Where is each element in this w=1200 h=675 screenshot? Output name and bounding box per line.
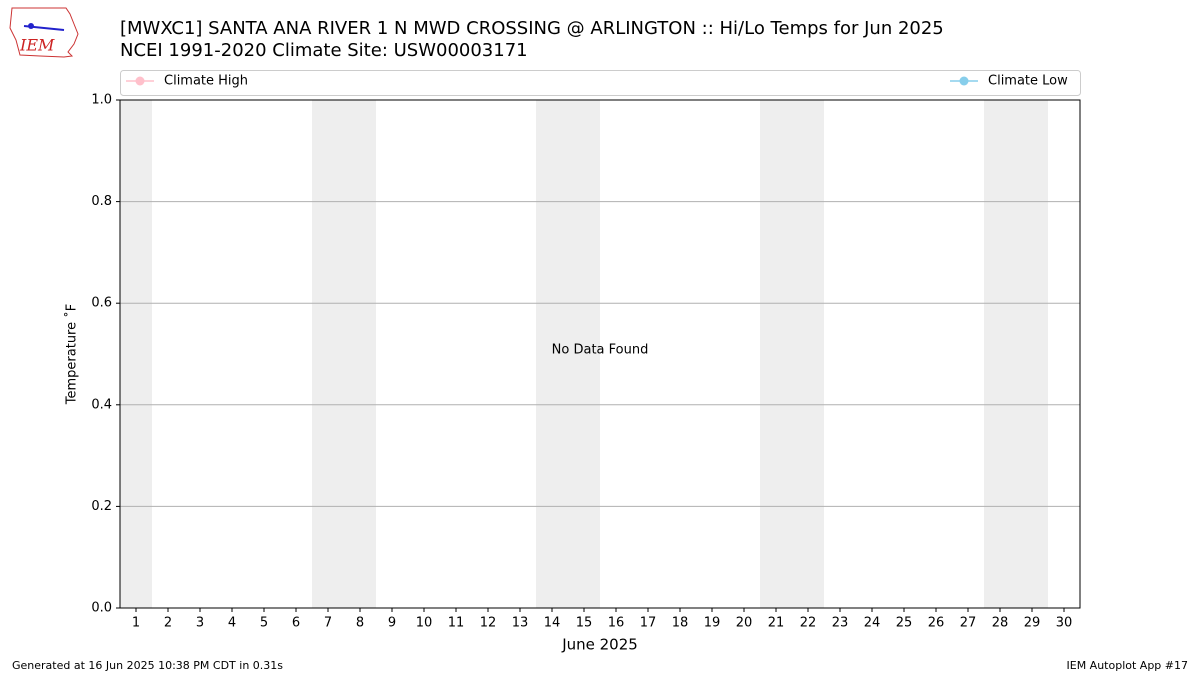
x-tick-label: 23 (832, 616, 849, 631)
logo-outline (9, 7, 79, 58)
logo: IEM (9, 7, 79, 58)
legend-marker (135, 76, 145, 86)
x-tick-label: 25 (896, 616, 913, 631)
chart-title: [MWXC1] SANTA ANA RIVER 1 N MWD CROSSING… (120, 18, 944, 39)
y-tick-label: 0.4 (91, 397, 112, 412)
x-tick-label: 28 (992, 616, 1009, 631)
x-tick-label: 7 (324, 616, 332, 631)
x-tick-label: 11 (448, 616, 465, 631)
legend-label: Climate High (164, 74, 248, 89)
x-tick-label: 19 (704, 616, 721, 631)
legend-label: Climate Low (988, 74, 1068, 89)
x-tick-label: 30 (1056, 616, 1073, 631)
y-tick-label: 0.0 (91, 601, 112, 616)
x-tick-label: 15 (576, 616, 593, 631)
weekend-band (120, 100, 152, 608)
y-tick-label: 0.6 (91, 296, 112, 311)
x-tick-label: 17 (640, 616, 657, 631)
plot-frame (119, 99, 1081, 609)
logo-icon (28, 23, 34, 29)
x-tick-label: 2 (164, 616, 172, 631)
x-tick-label: 14 (544, 616, 561, 631)
weekend-band (536, 100, 600, 608)
x-axis-label: June 2025 (561, 636, 638, 654)
y-tick-label: 1.0 (91, 93, 112, 108)
legend-box (120, 70, 1081, 96)
logo-text: IEM (19, 36, 55, 55)
y-tick-label: 0.8 (91, 194, 112, 209)
x-tick-label: 4 (228, 616, 236, 631)
x-tick-label: 21 (768, 616, 785, 631)
x-tick-label: 6 (292, 616, 300, 631)
x-tick-label: 10 (416, 616, 433, 631)
legend-marker (959, 76, 969, 86)
x-tick-label: 26 (928, 616, 945, 631)
y-tick-label: 0.2 (91, 499, 112, 514)
x-tick-label: 29 (1024, 616, 1041, 631)
x-tick-label: 16 (608, 616, 625, 631)
x-tick-label: 3 (196, 616, 204, 631)
x-tick-label: 1 (132, 616, 140, 631)
x-tick-label: 13 (512, 616, 529, 631)
x-tick-label: 20 (736, 616, 753, 631)
x-tick-label: 12 (480, 616, 497, 631)
weekend-band (760, 100, 824, 608)
x-tick-label: 5 (260, 616, 268, 631)
x-tick-label: 18 (672, 616, 689, 631)
y-axis-label: Temperature ˚F (64, 304, 80, 405)
x-tick-label: 8 (356, 616, 364, 631)
x-tick-label: 22 (800, 616, 817, 631)
chart-subtitle: NCEI 1991-2020 Climate Site: USW00003171 (120, 40, 528, 61)
x-tick-label: 9 (388, 616, 396, 631)
weekend-band (312, 100, 376, 608)
x-tick-label: 27 (960, 616, 977, 631)
weekend-band (984, 100, 1048, 608)
footer-left: Generated at 16 Jun 2025 10:38 PM CDT in… (12, 659, 283, 672)
x-tick-label: 24 (864, 616, 881, 631)
annotation: No Data Found (552, 343, 649, 358)
footer-right: IEM Autoplot App #17 (1067, 659, 1189, 672)
